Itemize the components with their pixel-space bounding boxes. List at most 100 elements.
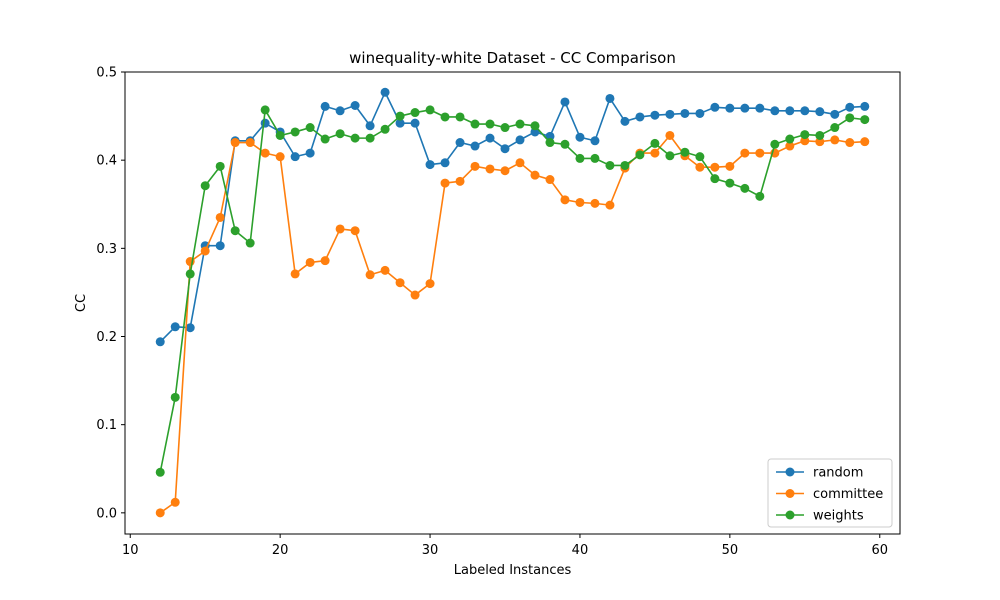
committee-point bbox=[305, 257, 315, 267]
weights-point bbox=[755, 191, 765, 201]
random-point bbox=[710, 102, 720, 112]
x-axis-title: Labeled Instances bbox=[454, 563, 572, 578]
random-point bbox=[425, 160, 435, 170]
committee-point bbox=[425, 279, 435, 289]
legend-marker bbox=[785, 489, 795, 498]
committee-point bbox=[860, 137, 870, 147]
y-tick-label: 0.3 bbox=[96, 242, 117, 257]
random-point bbox=[395, 118, 405, 128]
committee-point bbox=[755, 148, 765, 158]
weights-point bbox=[710, 174, 720, 184]
committee-point bbox=[500, 166, 510, 176]
committee-point bbox=[170, 497, 180, 507]
committee-point bbox=[380, 265, 390, 275]
weights-point bbox=[575, 153, 585, 163]
legend-marker bbox=[785, 510, 795, 520]
committee-point bbox=[215, 212, 225, 222]
weights-point bbox=[845, 113, 855, 123]
random-point bbox=[830, 109, 840, 119]
random-point bbox=[695, 108, 705, 118]
y-tick-label: 0.5 bbox=[96, 66, 117, 81]
weights-point bbox=[725, 178, 735, 188]
random-point bbox=[785, 106, 795, 116]
weights-point bbox=[620, 160, 630, 170]
random-point bbox=[320, 101, 330, 111]
y-tick-label: 0.2 bbox=[96, 330, 117, 345]
weights-point bbox=[650, 138, 660, 148]
random-point bbox=[170, 322, 180, 332]
weights-point bbox=[320, 134, 330, 144]
series-weights bbox=[155, 105, 870, 477]
committee-point bbox=[440, 178, 450, 188]
y-axis: 0.0 0.1 0.2 0.3 0.4 0.5 bbox=[96, 66, 125, 521]
committee-point bbox=[815, 137, 825, 147]
committee-point bbox=[395, 278, 405, 288]
weights-point bbox=[770, 139, 780, 149]
random-point bbox=[770, 106, 780, 116]
weights-point bbox=[740, 183, 750, 193]
committee-point bbox=[845, 138, 855, 148]
y-tick-label: 0.4 bbox=[96, 154, 117, 169]
weights-point bbox=[680, 147, 690, 157]
random-point bbox=[845, 102, 855, 112]
weights-point bbox=[785, 134, 795, 144]
random-point bbox=[515, 135, 525, 145]
y-tick-label: 0.0 bbox=[96, 506, 117, 521]
legend: random committee weights bbox=[767, 458, 893, 528]
random-point bbox=[335, 106, 345, 116]
random-point bbox=[440, 158, 450, 168]
committee-point bbox=[800, 136, 810, 146]
random-point bbox=[620, 116, 630, 126]
weights-point bbox=[665, 151, 675, 161]
random-point bbox=[815, 107, 825, 117]
legend-item-weights: weights bbox=[776, 509, 864, 524]
random-point bbox=[290, 152, 300, 162]
random-point bbox=[500, 144, 510, 154]
weights-point bbox=[260, 105, 270, 115]
committee-point bbox=[200, 246, 210, 256]
weights-point bbox=[230, 226, 240, 236]
weights-point bbox=[395, 111, 405, 121]
random-point bbox=[560, 97, 570, 107]
x-tick-label: 40 bbox=[572, 543, 589, 558]
x-tick-label: 50 bbox=[722, 543, 739, 558]
weights-point bbox=[200, 181, 210, 191]
weights-point bbox=[155, 467, 165, 477]
random-point bbox=[725, 103, 735, 113]
weights-point bbox=[560, 139, 570, 149]
committee-point bbox=[695, 162, 705, 172]
random-point bbox=[575, 132, 585, 142]
random-point bbox=[680, 108, 690, 118]
weights-point bbox=[635, 150, 645, 160]
random-point bbox=[185, 323, 195, 333]
weights-point bbox=[530, 121, 540, 131]
committee-point bbox=[335, 224, 345, 234]
random-point bbox=[605, 93, 615, 103]
legend-label: committee bbox=[813, 487, 883, 502]
weights-point bbox=[695, 152, 705, 162]
committee-point bbox=[260, 148, 270, 158]
committee-point bbox=[710, 162, 720, 172]
random-point bbox=[800, 106, 810, 116]
committee-point bbox=[275, 152, 285, 162]
committee-point bbox=[470, 161, 480, 171]
random-point bbox=[410, 118, 420, 128]
committee-point bbox=[365, 270, 375, 280]
x-axis: 10 20 30 40 50 60 bbox=[122, 534, 888, 558]
weights-point bbox=[245, 238, 255, 248]
random-point bbox=[470, 141, 480, 151]
random-point bbox=[485, 133, 495, 143]
weights-point bbox=[305, 123, 315, 133]
random-point bbox=[260, 118, 270, 128]
committee-point bbox=[515, 158, 525, 168]
committee-point bbox=[740, 148, 750, 158]
weights-point bbox=[335, 129, 345, 139]
weights-point bbox=[440, 112, 450, 122]
committee-point bbox=[530, 170, 540, 180]
committee-point bbox=[230, 138, 240, 148]
committee-point bbox=[665, 130, 675, 140]
weights-point bbox=[860, 115, 870, 125]
y-tick-label: 0.1 bbox=[96, 418, 117, 433]
committee-point bbox=[590, 198, 600, 208]
